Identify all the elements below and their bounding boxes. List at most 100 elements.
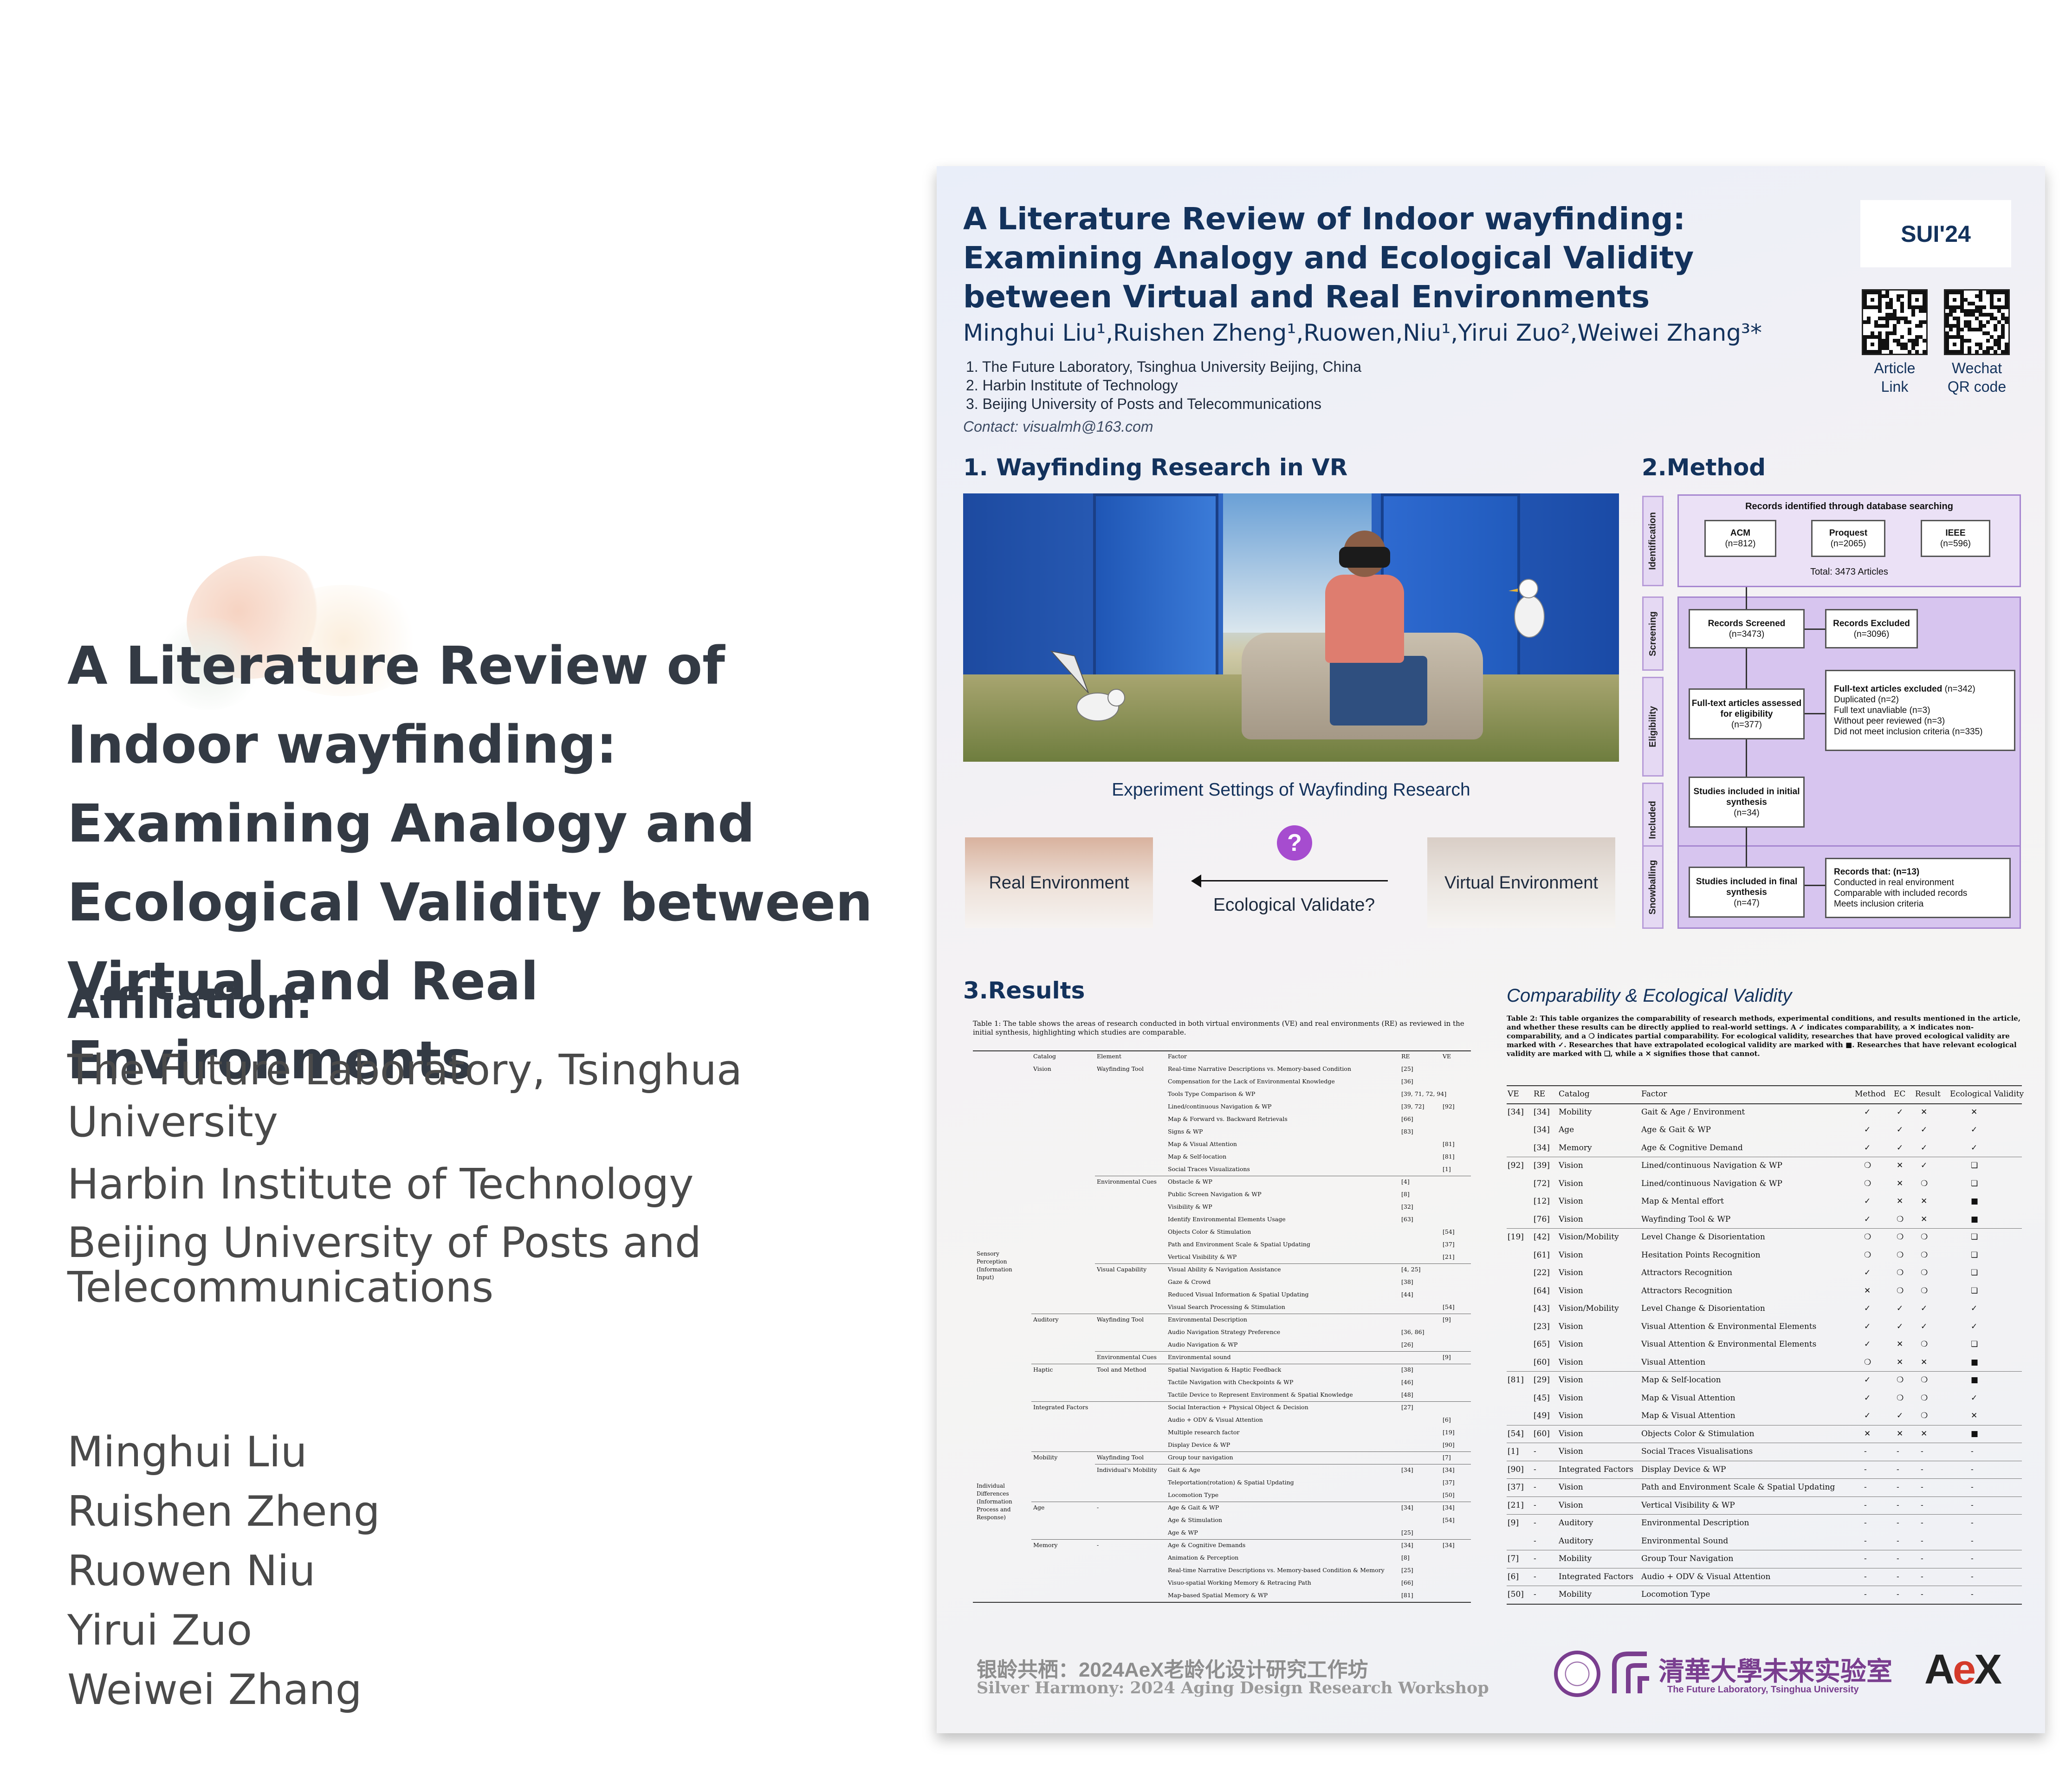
table2-cell: - — [1897, 1464, 1899, 1474]
qr-module — [1975, 350, 1979, 354]
table2-row: [50] - Mobility Locomotion Type - - - - — [1507, 1586, 2022, 1604]
qr-module — [1986, 320, 1990, 324]
qr-module — [1964, 339, 1968, 343]
table2-cell: - — [1864, 1447, 1867, 1456]
table2-cell: ✕ — [1864, 1286, 1871, 1296]
qr-code-icon[interactable] — [1862, 289, 1928, 355]
qr-module — [1971, 313, 1975, 317]
qr-module — [1997, 291, 2001, 294]
table2-cell: ✕ — [1921, 1107, 1928, 1117]
table2-cell: ✓ — [1864, 1411, 1871, 1420]
qr-module — [1997, 339, 2001, 343]
table1-cell: [39, 71, 72, 94] — [1401, 1090, 1447, 1097]
table-rule — [973, 1050, 1471, 1051]
qr-module — [1994, 339, 1997, 343]
qr-module — [1874, 350, 1878, 354]
table2-cell: - — [1864, 1554, 1867, 1563]
qr-module — [1889, 298, 1893, 302]
table1-cell: Haptic — [1033, 1366, 1053, 1373]
qr-module — [1878, 343, 1882, 346]
table2-cell: Lined/continuous Navigation & WP — [1641, 1179, 1782, 1188]
qr-module — [1889, 302, 1893, 305]
qr-module — [1863, 320, 1867, 324]
table1-cell: [25] — [1401, 1065, 1413, 1072]
table1-cell: Vertical Visibility & WP — [1168, 1253, 1237, 1260]
table1-row: Tactile Navigation with Checkpoints & WP… — [973, 1376, 1471, 1389]
qr-module — [1968, 346, 1971, 350]
table2-row: [21] - Vision Vertical Visibility & WP - - - - — [1507, 1496, 2022, 1515]
table1-cell: Signs & WP — [1168, 1128, 1203, 1135]
table2-cell: [39] — [1534, 1161, 1550, 1170]
qr-module — [1863, 294, 1867, 298]
table2-cell: Vision — [1559, 1197, 1583, 1206]
table-rule — [1507, 1103, 2022, 1104]
qr-module — [1863, 335, 1867, 339]
table1-cell: Real-time Narrative Descriptions vs. Mem… — [1168, 1065, 1352, 1072]
table1-cell: [19] — [1443, 1429, 1455, 1436]
table2-cell: - — [1864, 1518, 1867, 1528]
qr-module — [1982, 350, 1986, 354]
qr-module — [1990, 335, 1994, 339]
section-heading-results: 3.Results — [963, 977, 1085, 1004]
records-screened-box: Records Screened (n=3473) — [1689, 609, 1805, 648]
qr-module — [1997, 335, 2001, 339]
qr-module — [1953, 309, 1956, 313]
qr-module — [1874, 291, 1878, 294]
table2-cell: [12] — [1534, 1197, 1550, 1206]
qr-module — [1997, 346, 2001, 350]
table2-row: [54] [60] Vision Objects Color & Stimulatio… — [1507, 1425, 2022, 1443]
qr-module — [1863, 346, 1867, 350]
table1-cell: Memory — [1033, 1542, 1058, 1548]
qr-module — [1949, 291, 1953, 294]
table2-cell: [43] — [1534, 1304, 1550, 1313]
qr-module — [1990, 317, 1994, 320]
table2-cell: Map & Mental effort — [1641, 1197, 1724, 1206]
qr-module — [1885, 291, 1889, 294]
table2-cell: [61] — [1534, 1250, 1550, 1260]
qr-module — [1960, 343, 1964, 346]
table2-cell: Environmental Description — [1641, 1518, 1749, 1528]
qr-module — [1979, 346, 1982, 350]
qr-module — [1945, 294, 1949, 298]
table1-row: Haptic Tool and Method Spatial Navigation … — [973, 1364, 1471, 1376]
aex-logo: AeX — [1924, 1646, 2002, 1694]
qr-module — [1986, 339, 1990, 343]
qr-module — [1997, 320, 2001, 324]
table1-cell: Map & Self-location — [1168, 1153, 1227, 1160]
qr-module — [1979, 320, 1982, 324]
qr-module — [1956, 305, 1960, 309]
table2-cell: Vision — [1559, 1322, 1583, 1331]
table1-cell: Visual Ability & Navigation Assistance — [1168, 1266, 1281, 1273]
qr-module — [1893, 317, 1897, 320]
qr-module — [1964, 309, 1968, 313]
db-acm-box: ACM (n=812) — [1704, 520, 1776, 557]
table2-cell: ❍ — [1921, 1393, 1928, 1403]
table2-row: [45] Vision Map & Visual Attention ✓ ❍ ❍ ✓ — [1507, 1389, 2022, 1407]
qr-module — [1871, 298, 1874, 302]
table1-cell: - — [1097, 1542, 1099, 1548]
affiliation-item: The Future Laboratory, Tsinghua Universi… — [67, 1046, 743, 1147]
qr-module — [1885, 324, 1889, 328]
table2-cell: Vision — [1559, 1340, 1583, 1349]
qr-module — [1889, 313, 1893, 317]
table1-cell: [34] — [1443, 1542, 1455, 1548]
db-ieee-box: IEEE (n=596) — [1921, 520, 1990, 557]
stage-label: Eligibility — [1647, 706, 1658, 747]
qr-code-icon[interactable] — [1944, 289, 2010, 355]
exclusion-reason: Duplicated (n=2) — [1834, 695, 1899, 705]
table2-cell: ❍ — [1897, 1286, 1904, 1296]
table2-cell: ✓ — [1971, 1322, 1978, 1331]
qr-label-line: QR code — [1947, 378, 2007, 395]
qr-module — [1908, 302, 1911, 305]
qr-module — [1986, 350, 1990, 354]
table2-cell: - — [1897, 1447, 1899, 1456]
table2-cell: - — [1897, 1554, 1899, 1563]
qr-module — [1900, 302, 1904, 305]
table2-row: [12] Vision Map & Mental effort ✓ ✕ ✕ ■ — [1507, 1192, 2022, 1211]
table1-cell: Obstacle & WP — [1168, 1178, 1212, 1185]
table1-cell: Gait & Age — [1168, 1466, 1200, 1473]
qr-label-line: Wechat — [1952, 360, 2002, 376]
table1-cell: [66] — [1401, 1579, 1413, 1586]
qr-module — [1908, 339, 1911, 343]
exclusion-reason: Did not meet inclusion criteria (n=335) — [1834, 727, 1983, 737]
